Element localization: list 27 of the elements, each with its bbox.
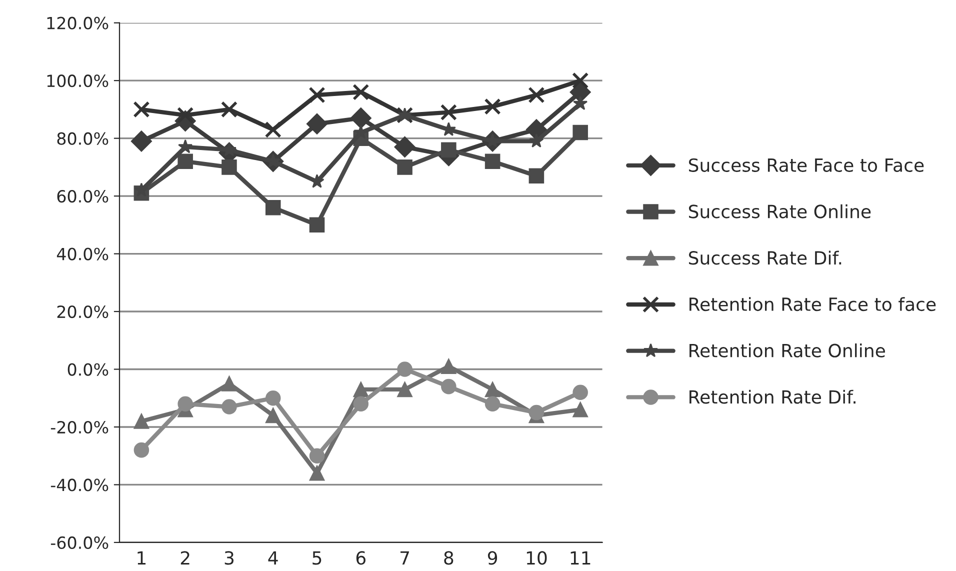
x-tick-label: 4 bbox=[268, 551, 278, 565]
x-tick-label: 8 bbox=[444, 551, 454, 565]
legend-label: Retention Rate Online bbox=[690, 343, 885, 358]
legend-label: Retention Rate Face to face bbox=[690, 297, 936, 312]
y-tick-label: 60.0% bbox=[57, 190, 108, 203]
x-tick-label: 2 bbox=[180, 551, 190, 565]
y-tick-label: 40.0% bbox=[56, 248, 108, 260]
legend-label: Success Rate Online bbox=[688, 204, 871, 218]
x-tick-label: 6 bbox=[356, 551, 366, 565]
legend-label: Success Rate Face to Face bbox=[688, 158, 924, 172]
y-tick-label: 120.0% bbox=[47, 16, 108, 30]
x-tick-label: 11 bbox=[570, 551, 590, 565]
y-tick-label: 100.0% bbox=[47, 74, 108, 88]
y-tick-label: -60.0% bbox=[50, 536, 108, 550]
x-tick-label: 5 bbox=[312, 551, 322, 565]
x-tick-label: 10 bbox=[526, 551, 547, 565]
x-tick-label: 3 bbox=[224, 551, 234, 565]
y-tick-label: 0.0% bbox=[68, 363, 108, 376]
legend-label: Success Rate Dif. bbox=[688, 250, 842, 265]
x-tick-label: 7 bbox=[400, 551, 409, 565]
x-tick-label: 1 bbox=[138, 551, 146, 565]
y-tick-label: -40.0% bbox=[50, 478, 108, 492]
legend-label: Retention Rate Dif. bbox=[690, 390, 856, 404]
x-tick-label: 9 bbox=[488, 551, 498, 565]
y-tick-label: -20.0% bbox=[50, 420, 108, 434]
y-tick-label: 20.0% bbox=[57, 305, 108, 318]
y-tick-label: 80.0% bbox=[57, 132, 108, 145]
